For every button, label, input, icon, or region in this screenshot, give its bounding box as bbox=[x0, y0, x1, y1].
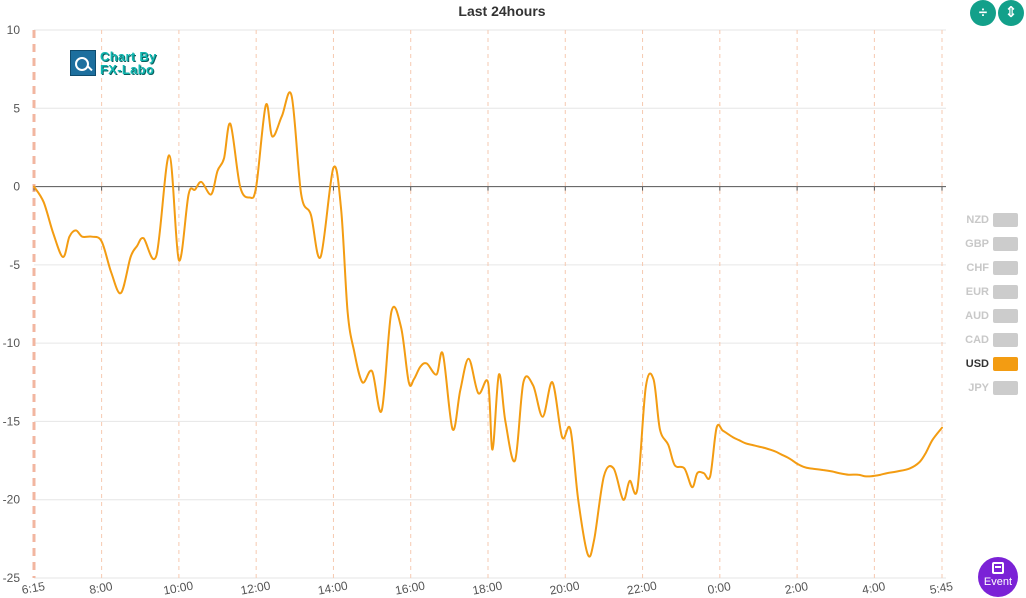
legend-swatch bbox=[993, 285, 1018, 299]
legend-swatch bbox=[993, 357, 1018, 371]
y-tick-label: 10 bbox=[7, 23, 21, 37]
x-tick-label: 8:00 bbox=[88, 579, 114, 597]
legend-swatch bbox=[993, 261, 1018, 275]
legend-label: EUR bbox=[965, 286, 989, 298]
legend-swatch bbox=[993, 237, 1018, 251]
legend: NZD GBP CHF EUR AUD CAD USD JPY bbox=[948, 208, 1018, 400]
legend-item-usd[interactable]: USD bbox=[948, 352, 1018, 376]
legend-label: GBP bbox=[965, 238, 989, 250]
legend-label: JPY bbox=[968, 382, 989, 394]
legend-swatch bbox=[993, 333, 1018, 347]
x-tick-label: 2:00 bbox=[784, 579, 810, 597]
legend-label: AUD bbox=[965, 310, 989, 322]
x-tick-label: 5:45 bbox=[929, 579, 955, 597]
series-layer bbox=[33, 91, 943, 558]
x-tick-label: 14:00 bbox=[317, 579, 349, 598]
legend-item-eur[interactable]: EUR bbox=[948, 280, 1018, 304]
legend-swatch bbox=[993, 309, 1018, 323]
legend-label: CAD bbox=[965, 334, 989, 346]
legend-label: CHF bbox=[966, 262, 989, 274]
y-tick-label: -25 bbox=[3, 571, 21, 585]
y-tick-label: -10 bbox=[3, 336, 21, 350]
y-tick-label: 5 bbox=[13, 101, 20, 115]
series-line-usd bbox=[33, 91, 943, 558]
magnifier-chart-icon bbox=[70, 50, 96, 76]
x-tick-label: 16:00 bbox=[394, 579, 426, 598]
legend-swatch bbox=[993, 213, 1018, 227]
x-tick-label: 22:00 bbox=[626, 579, 658, 598]
legend-item-nzd[interactable]: NZD bbox=[948, 208, 1018, 232]
x-tick-label: 10:00 bbox=[162, 579, 194, 598]
legend-item-cad[interactable]: CAD bbox=[948, 328, 1018, 352]
x-tick-label: 6:15 bbox=[21, 579, 47, 597]
collapse-vertical-icon: ÷ bbox=[978, 4, 988, 21]
collapse-button[interactable]: ÷ bbox=[970, 0, 996, 26]
chart-title: Last 24hours bbox=[458, 3, 546, 19]
legend-swatch bbox=[993, 381, 1018, 395]
legend-item-jpy[interactable]: JPY bbox=[948, 376, 1018, 400]
y-tick-label: -15 bbox=[3, 414, 21, 428]
y-tick-label: 0 bbox=[13, 180, 20, 194]
calendar-icon bbox=[992, 562, 1004, 574]
legend-item-chf[interactable]: CHF bbox=[948, 256, 1018, 280]
legend-label: USD bbox=[965, 358, 989, 370]
x-tick-label: 20:00 bbox=[549, 579, 581, 598]
y-tick-label: -20 bbox=[3, 493, 21, 507]
expand-vertical-icon: ⇕ bbox=[1004, 4, 1018, 21]
x-tick-label: 4:00 bbox=[861, 579, 887, 597]
legend-label: NZD bbox=[966, 214, 989, 226]
legend-item-gbp[interactable]: GBP bbox=[948, 232, 1018, 256]
grid-layer bbox=[32, 29, 946, 579]
event-label: Event bbox=[983, 576, 1013, 588]
logo-line1: Chart By bbox=[100, 49, 157, 64]
logo: Chart By FX-Labo bbox=[70, 50, 157, 76]
x-tick-label: 12:00 bbox=[239, 579, 271, 598]
legend-item-aud[interactable]: AUD bbox=[948, 304, 1018, 328]
expand-button[interactable]: ⇕ bbox=[998, 0, 1024, 26]
axis-layer: 10 5 0 -5 -10 -15 -20 -256:15 8:00 10:00 12:00 14:0… bbox=[3, 23, 955, 598]
event-button[interactable]: Event bbox=[978, 557, 1018, 597]
x-tick-label: 0:00 bbox=[706, 579, 732, 597]
y-tick-label: -5 bbox=[9, 258, 20, 272]
logo-line2: FX-Labo bbox=[100, 62, 155, 77]
x-tick-label: 18:00 bbox=[471, 579, 503, 598]
